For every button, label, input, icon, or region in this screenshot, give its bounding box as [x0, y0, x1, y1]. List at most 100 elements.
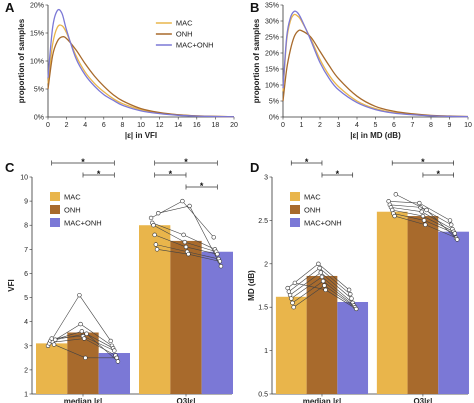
subject-point — [83, 355, 88, 361]
bar-mac — [275, 296, 307, 394]
series-line-mac — [282, 13, 469, 118]
x-tick-label: 8 — [120, 122, 124, 129]
x-tick-label: 16 — [193, 122, 201, 129]
bar-mac-onh — [337, 301, 369, 394]
subject-point — [77, 292, 82, 298]
subject-point — [392, 213, 397, 219]
x-tick-label: 3 — [337, 122, 341, 129]
y-tick-label: 8 — [24, 223, 28, 230]
subject-point — [78, 321, 83, 327]
x-tick-label: 10 — [137, 122, 145, 129]
x-category-label: median |ε| — [64, 397, 103, 403]
y-tick-label: 7 — [24, 247, 28, 254]
x-tick-label: 7 — [411, 122, 415, 129]
subject-point — [354, 306, 359, 312]
y-tick-label: 2 — [264, 261, 268, 268]
subject-point — [452, 231, 458, 236]
subject-point — [49, 336, 54, 341]
subject-point — [349, 296, 354, 301]
subject-point — [186, 251, 191, 257]
subject-point — [148, 215, 154, 221]
subject-point — [323, 287, 328, 293]
subject-point — [346, 287, 352, 293]
legend-swatch — [290, 192, 300, 201]
x-tick-label: 6 — [102, 122, 106, 129]
y-tick-label: 6 — [24, 271, 28, 278]
subject-point — [289, 296, 294, 301]
x-axis-label: |ε| in MD (dB) — [350, 131, 401, 140]
subject-point — [322, 283, 327, 288]
legend-label: MAC — [304, 193, 321, 202]
subject-point — [455, 237, 460, 242]
subject-point — [291, 305, 296, 310]
y-tick-label: 0% — [269, 115, 279, 122]
y-axis-label: MD (dB) — [247, 270, 256, 301]
x-tick-label: 18 — [212, 122, 220, 129]
bar-onh — [306, 275, 338, 394]
y-axis-label: VFI — [7, 279, 16, 291]
bar-onh — [67, 332, 99, 394]
significance-star: * — [81, 157, 85, 167]
subject-point — [187, 203, 192, 209]
x-tick-label: 20 — [230, 122, 238, 129]
subject-point — [153, 242, 159, 247]
subject-point — [319, 274, 325, 280]
panel-label: D — [250, 160, 259, 175]
subject-point — [348, 291, 353, 297]
x-tick-label: 2 — [318, 122, 322, 129]
x-tick-label: 10 — [464, 122, 472, 129]
subject-point — [449, 222, 454, 227]
subject-point — [182, 239, 188, 245]
subject-point — [417, 200, 422, 206]
panel-a: A 0 2 4 6 8 10 12 14 16 18 20 0% 5% 10% 15% 20% |ε| in VF… — [5, 0, 238, 140]
legend-label: MAC — [64, 193, 81, 202]
y-tick-label: 9 — [24, 199, 28, 206]
legend-label: MAC+ONH — [304, 219, 342, 228]
y-tick-label: 35% — [265, 3, 279, 10]
y-tick-label: 3 — [24, 343, 28, 350]
legend-label: MAC+ONH — [176, 41, 214, 50]
subject-point — [156, 210, 161, 216]
y-tick-label: 20% — [265, 51, 279, 58]
legend-label: MAC+ONH — [64, 219, 102, 228]
subject-point — [423, 222, 428, 227]
y-tick-label: 1.5 — [258, 305, 268, 312]
x-tick-label: 2 — [65, 122, 69, 129]
subject-point — [180, 198, 185, 204]
x-category-label: Q3|ε| — [177, 397, 196, 403]
x-axis-label: |ε| in VFI — [125, 131, 157, 140]
x-tick-label: 12 — [156, 122, 164, 129]
subject-point — [424, 207, 429, 213]
significance-star: * — [336, 169, 340, 179]
x-tick-label: 9 — [448, 122, 452, 129]
x-tick-label: 4 — [355, 122, 359, 129]
bar-mac — [36, 343, 68, 394]
bar-mac-onh — [98, 353, 130, 394]
significance-star: * — [184, 157, 188, 167]
y-tick-label: 25% — [265, 35, 279, 42]
significance-star: * — [305, 157, 309, 167]
y-tick-label: 15% — [265, 67, 279, 74]
subject-point — [115, 359, 121, 364]
y-tick-label: 30% — [265, 19, 279, 26]
subject-point — [318, 270, 323, 275]
x-tick-label: 0 — [46, 122, 50, 129]
legend-swatch — [290, 205, 300, 214]
legend-swatch — [290, 218, 300, 227]
subject-point — [292, 280, 298, 286]
subject-point — [447, 218, 453, 223]
legend-label: ONH — [304, 206, 321, 215]
subject-point — [316, 261, 321, 266]
subject-point — [53, 337, 58, 342]
significance-star: * — [200, 181, 204, 191]
x-tick-label: 1 — [300, 122, 304, 129]
legend-label: ONH — [64, 206, 81, 215]
x-tick-label: 5 — [374, 122, 378, 129]
bar-onh — [407, 216, 439, 394]
panel-c: C 1 2 3 4 5 6 7 8 9 10 VFI median |ε| Q3|ε| * * * * * MAC ON… — [5, 157, 233, 403]
y-tick-label: 10% — [30, 59, 44, 66]
subject-point — [79, 329, 85, 334]
subject-point — [51, 342, 57, 347]
y-tick-label: 1 — [264, 348, 268, 355]
x-category-label: Q3|ε| — [413, 397, 432, 403]
